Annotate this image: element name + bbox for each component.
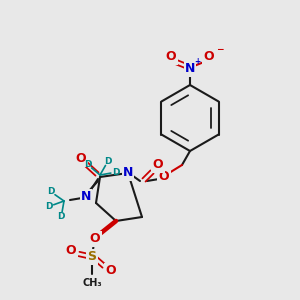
Text: CH₃: CH₃ (82, 278, 102, 288)
Text: N: N (185, 62, 195, 76)
Text: D: D (58, 212, 65, 221)
Text: O: O (204, 50, 214, 64)
Text: N: N (81, 190, 91, 203)
Text: O: O (66, 244, 76, 257)
Text: D: D (84, 160, 92, 169)
Text: O: O (153, 158, 163, 172)
Text: D: D (112, 168, 119, 177)
Text: +: + (194, 57, 201, 66)
Text: D: D (104, 157, 112, 166)
Text: O: O (106, 265, 116, 278)
Text: O: O (159, 170, 169, 184)
Text: −: − (216, 45, 224, 54)
Text: S: S (88, 250, 97, 263)
Text: O: O (90, 232, 100, 245)
Text: D: D (47, 188, 55, 196)
Text: D: D (45, 202, 53, 211)
Text: O: O (76, 152, 86, 166)
Text: N: N (123, 167, 133, 179)
Text: O: O (166, 50, 176, 64)
